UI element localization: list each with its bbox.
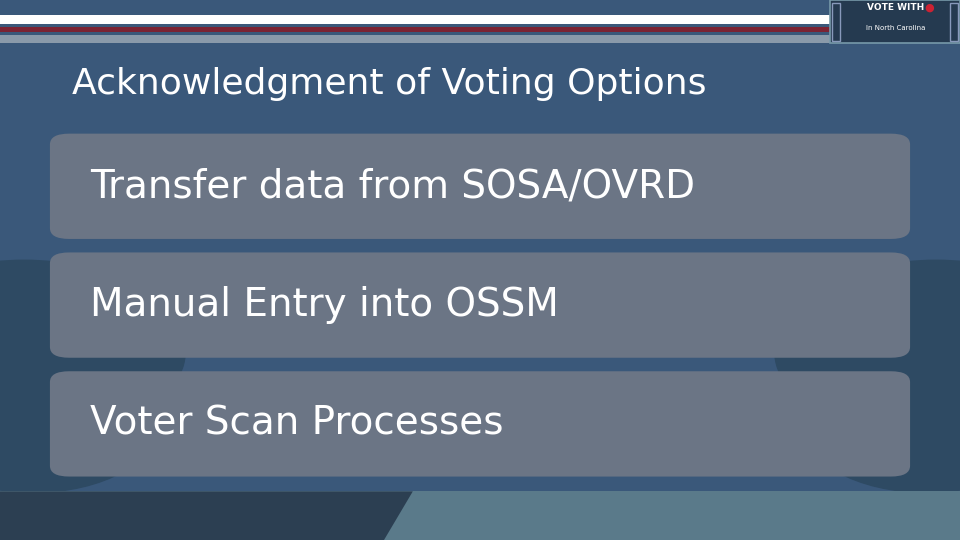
FancyBboxPatch shape: [50, 134, 910, 239]
FancyBboxPatch shape: [50, 252, 910, 358]
Circle shape: [800, 350, 960, 492]
Text: ●: ●: [924, 3, 934, 13]
Circle shape: [0, 350, 160, 492]
Text: Voter Scan Processes: Voter Scan Processes: [90, 405, 504, 443]
Text: VOTE WITH: VOTE WITH: [867, 3, 924, 12]
Circle shape: [775, 260, 960, 442]
FancyBboxPatch shape: [0, 15, 960, 24]
FancyBboxPatch shape: [830, 0, 960, 43]
FancyBboxPatch shape: [0, 27, 960, 32]
FancyBboxPatch shape: [0, 491, 960, 540]
Polygon shape: [0, 491, 413, 540]
FancyBboxPatch shape: [0, 35, 960, 43]
Circle shape: [0, 260, 185, 442]
Text: Acknowledgment of Voting Options: Acknowledgment of Voting Options: [72, 67, 707, 100]
Text: Transfer data from SOSA/OVRD: Transfer data from SOSA/OVRD: [90, 167, 695, 205]
Text: In North Carolina: In North Carolina: [866, 25, 924, 31]
FancyBboxPatch shape: [50, 372, 910, 476]
Text: Manual Entry into OSSM: Manual Entry into OSSM: [90, 286, 559, 324]
